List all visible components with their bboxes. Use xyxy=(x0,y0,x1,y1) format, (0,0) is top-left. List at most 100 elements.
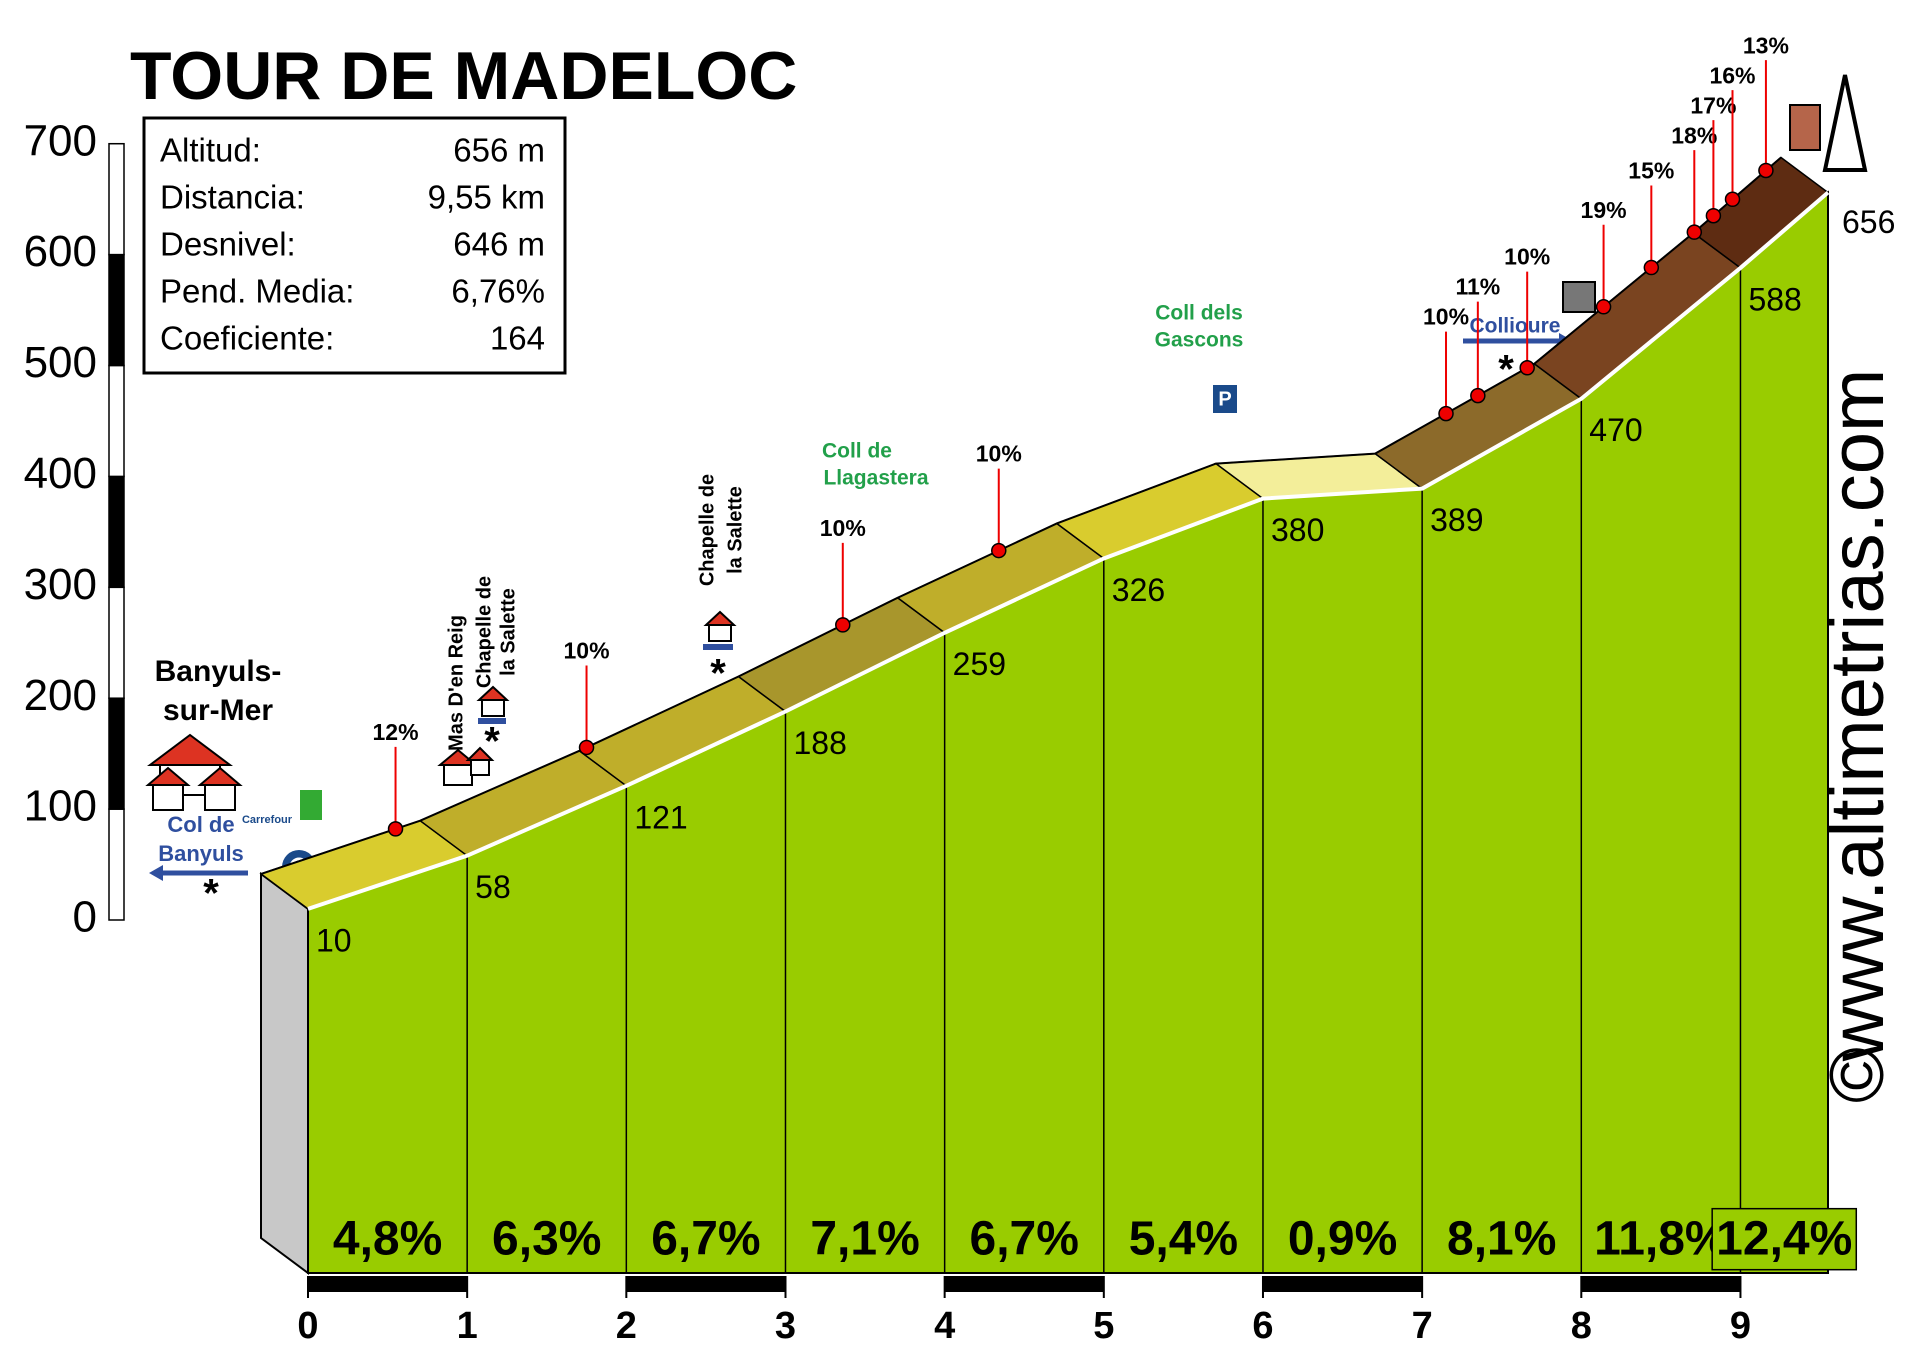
gradient-dot xyxy=(387,821,404,837)
profile-line xyxy=(307,190,1830,911)
x-tick-label: 9 xyxy=(1730,1305,1751,1347)
gradient-label: 10% xyxy=(820,515,866,541)
altitude-label: 188 xyxy=(793,725,846,761)
gradient-label: 15% xyxy=(1628,158,1674,184)
x-tick-label: 1 xyxy=(457,1305,478,1347)
stat-label: Desnivel: xyxy=(160,226,296,263)
km-band xyxy=(1581,1276,1741,1292)
place-label: Banyuls xyxy=(158,841,244,866)
place-label: Coll de xyxy=(822,440,892,463)
km-band xyxy=(785,1276,945,1292)
gradient-dot xyxy=(1643,259,1660,276)
altitude-label: 10 xyxy=(316,922,352,958)
gradient-dot xyxy=(1595,299,1612,315)
gradient-dot xyxy=(1470,387,1486,404)
gradient-label: 10% xyxy=(564,638,610,664)
gradient-label: 16% xyxy=(1709,62,1755,88)
altitude-label: 326 xyxy=(1112,572,1165,608)
segment-gradient-label: 6,7% xyxy=(970,1213,1079,1266)
place-label: Llagastera xyxy=(823,467,928,490)
gradient-dot xyxy=(1519,360,1535,376)
y-tick-label: 100 xyxy=(24,782,97,831)
gradient-dot xyxy=(1758,162,1774,179)
segment-gradient-label: 0,9% xyxy=(1288,1213,1397,1266)
place-label: Chapelle de xyxy=(696,474,718,586)
gradient-dot xyxy=(578,739,595,756)
y-tick-label: 200 xyxy=(24,671,97,720)
house-icon xyxy=(145,733,243,811)
stats-box: Altitud: 656 m Distancia: 9,55 km Desnivel: 6… xyxy=(142,116,567,375)
x-tick-label: 5 xyxy=(1093,1305,1114,1347)
km-band xyxy=(1422,1276,1582,1292)
place-label: la Salette xyxy=(497,588,519,676)
segment-gradient-label: 8,1% xyxy=(1447,1213,1556,1266)
places: Banyuls- sur-Mer Carrefour Col de Banyul… xyxy=(145,74,1868,916)
altitude-label: 121 xyxy=(634,799,687,835)
gradient-label: 18% xyxy=(1671,122,1717,148)
stat-label: Pend. Media: xyxy=(160,273,354,310)
stat-value: 656 m xyxy=(453,132,545,169)
label-backing xyxy=(1711,1207,1858,1271)
segment-gradient-label: 4,8% xyxy=(333,1213,442,1266)
asterisk-icon: * xyxy=(484,720,500,764)
side-face xyxy=(260,871,309,1275)
house-icon xyxy=(437,685,510,786)
km-band xyxy=(1103,1276,1263,1292)
km-band xyxy=(626,1276,786,1292)
stat-value: 646 m xyxy=(453,226,545,263)
km-band xyxy=(944,1276,1104,1292)
gradient-label: 12% xyxy=(373,719,419,745)
place-label: Banyuls- xyxy=(155,655,282,688)
altitude-label: 470 xyxy=(1589,412,1642,448)
y-tick-label: 300 xyxy=(24,560,97,609)
gradient-label: 10% xyxy=(1504,244,1550,270)
watermark: www.altimetrias.com xyxy=(1815,369,1900,1063)
segment-gradient-label: 6,7% xyxy=(651,1213,760,1266)
altitude-label: 58 xyxy=(475,869,511,905)
direction-arrow xyxy=(149,865,163,881)
segment-gradient-label: 7,1% xyxy=(810,1213,919,1266)
place-label: Gascons xyxy=(1155,329,1244,352)
y-tick-label: 700 xyxy=(24,116,97,165)
altitude-label: 380 xyxy=(1271,512,1324,548)
gradient-dot xyxy=(991,542,1007,559)
altitude-label: 588 xyxy=(1748,281,1801,317)
x-tick-label: 3 xyxy=(775,1305,796,1347)
y-scale-band xyxy=(108,475,125,589)
y-tick-label: 500 xyxy=(24,338,97,387)
segment-gradient-label: 6,3% xyxy=(492,1213,601,1266)
gradient-label: 13% xyxy=(1743,32,1789,58)
place-label: la Salette xyxy=(724,486,746,574)
gradient-dot xyxy=(1438,405,1454,422)
antenna-icon xyxy=(1822,74,1868,172)
y-scale-band xyxy=(108,697,125,810)
parking-icon: P xyxy=(1218,388,1231,410)
place-label: Mas D'en Reig xyxy=(445,615,467,751)
stats-frame xyxy=(142,116,567,375)
altitude-label: 389 xyxy=(1430,502,1483,538)
gradient-dot xyxy=(1724,191,1741,208)
tower-icon xyxy=(1789,104,1821,151)
copyright: © xyxy=(1815,1047,1900,1103)
gradient-label: 10% xyxy=(976,441,1022,467)
ribbon-back-edge xyxy=(260,156,1782,875)
y-scale-band xyxy=(108,364,125,478)
x-tick-label: 8 xyxy=(1571,1305,1592,1347)
x-tick-label: 7 xyxy=(1412,1305,1433,1347)
stat-label: Coeficiente: xyxy=(160,320,334,357)
gradient-dot xyxy=(1705,207,1722,224)
x-tick-label: 2 xyxy=(616,1305,637,1347)
stat-label: Altitud: xyxy=(160,132,261,169)
gradient-label: 10% xyxy=(1423,304,1469,330)
stat-value: 164 xyxy=(490,320,545,357)
place-label: Chapelle de xyxy=(473,576,495,688)
y-scale-band xyxy=(108,586,125,699)
chart-title: TOUR DE MADELOC xyxy=(130,38,797,114)
gradient-label: 19% xyxy=(1581,197,1627,223)
km-band xyxy=(308,1276,468,1292)
place-label: sur-Mer xyxy=(163,694,273,727)
chapel-icon xyxy=(703,610,737,650)
segment-gradient-label: 11,8% xyxy=(1594,1213,1727,1266)
place-label: Carrefour xyxy=(242,814,293,826)
place-label: Collioure xyxy=(1469,315,1560,338)
